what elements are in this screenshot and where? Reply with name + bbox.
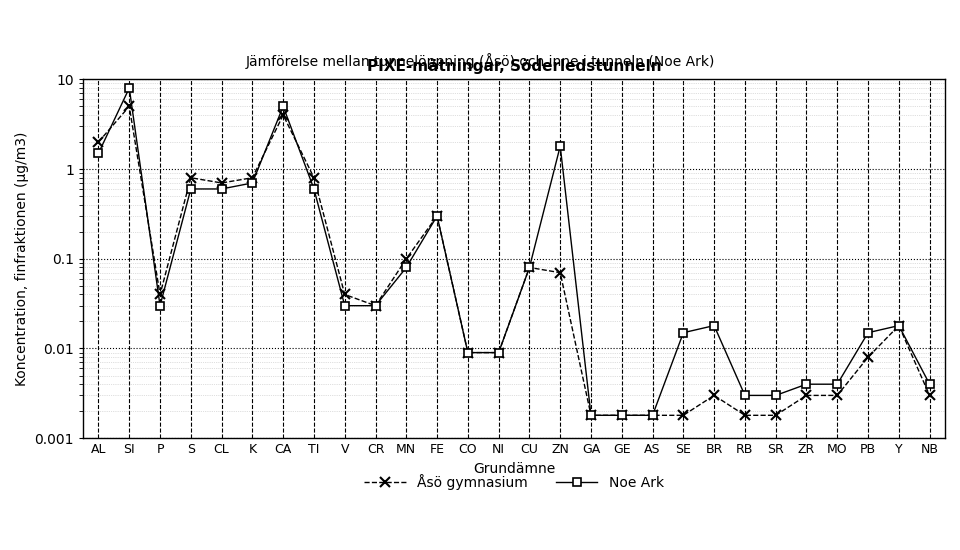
Noe Ark	[216, 186, 228, 192]
Noe Ark	[462, 349, 473, 356]
Åsö gymnasium	[308, 174, 320, 181]
Text: Jämförelse mellan tunnelöppning (Åsö) och inne i tunneln (Noe Ark): Jämförelse mellan tunnelöppning (Åsö) oc…	[246, 53, 714, 69]
Åsö gymnasium	[492, 349, 504, 356]
Noe Ark	[431, 213, 443, 219]
Noe Ark	[739, 392, 751, 399]
Åsö gymnasium	[216, 180, 228, 186]
Legend: Åsö gymnasium, Noe Ark: Åsö gymnasium, Noe Ark	[359, 469, 669, 496]
Noe Ark	[492, 349, 504, 356]
Noe Ark	[93, 150, 105, 157]
Noe Ark	[247, 180, 258, 186]
Y-axis label: Koncentration, finfraktionen (µg/m3): Koncentration, finfraktionen (µg/m3)	[15, 131, 29, 386]
Noe Ark	[555, 143, 566, 150]
Noe Ark	[647, 412, 659, 419]
Noe Ark	[400, 264, 412, 271]
Åsö gymnasium	[462, 349, 473, 356]
Åsö gymnasium	[339, 291, 350, 298]
Åsö gymnasium	[708, 392, 720, 399]
Noe Ark	[185, 186, 197, 192]
Åsö gymnasium	[155, 291, 166, 298]
Åsö gymnasium	[893, 322, 904, 329]
Åsö gymnasium	[586, 412, 597, 419]
Noe Ark	[586, 412, 597, 419]
Noe Ark	[339, 302, 350, 309]
Åsö gymnasium	[277, 112, 289, 118]
Åsö gymnasium	[185, 174, 197, 181]
Noe Ark	[862, 329, 874, 336]
Noe Ark	[770, 392, 781, 399]
Åsö gymnasium	[400, 255, 412, 262]
Noe Ark	[523, 264, 535, 271]
Åsö gymnasium	[247, 174, 258, 181]
Åsö gymnasium	[678, 412, 689, 419]
Title: PIXE-mätningar, Söderledstunneln: PIXE-mätningar, Söderledstunneln	[367, 59, 661, 74]
Noe Ark	[893, 322, 904, 329]
Line: Noe Ark: Noe Ark	[94, 84, 934, 420]
Åsö gymnasium	[831, 392, 843, 399]
Åsö gymnasium	[739, 412, 751, 419]
Line: Åsö gymnasium: Åsö gymnasium	[94, 102, 934, 420]
Noe Ark	[308, 186, 320, 192]
Åsö gymnasium	[370, 302, 381, 309]
Åsö gymnasium	[93, 139, 105, 145]
X-axis label: Grundämne: Grundämne	[473, 461, 555, 476]
Noe Ark	[801, 381, 812, 388]
Noe Ark	[370, 302, 381, 309]
Åsö gymnasium	[801, 392, 812, 399]
Noe Ark	[924, 381, 935, 388]
Noe Ark	[124, 85, 135, 91]
Åsö gymnasium	[523, 264, 535, 271]
Noe Ark	[678, 329, 689, 336]
Åsö gymnasium	[647, 412, 659, 419]
Noe Ark	[155, 302, 166, 309]
Noe Ark	[831, 381, 843, 388]
Noe Ark	[616, 412, 628, 419]
Noe Ark	[708, 322, 720, 329]
Åsö gymnasium	[862, 354, 874, 360]
Åsö gymnasium	[124, 103, 135, 109]
Noe Ark	[277, 103, 289, 109]
Åsö gymnasium	[770, 412, 781, 419]
Åsö gymnasium	[616, 412, 628, 419]
Åsö gymnasium	[431, 213, 443, 219]
Åsö gymnasium	[924, 392, 935, 399]
Åsö gymnasium	[555, 270, 566, 276]
